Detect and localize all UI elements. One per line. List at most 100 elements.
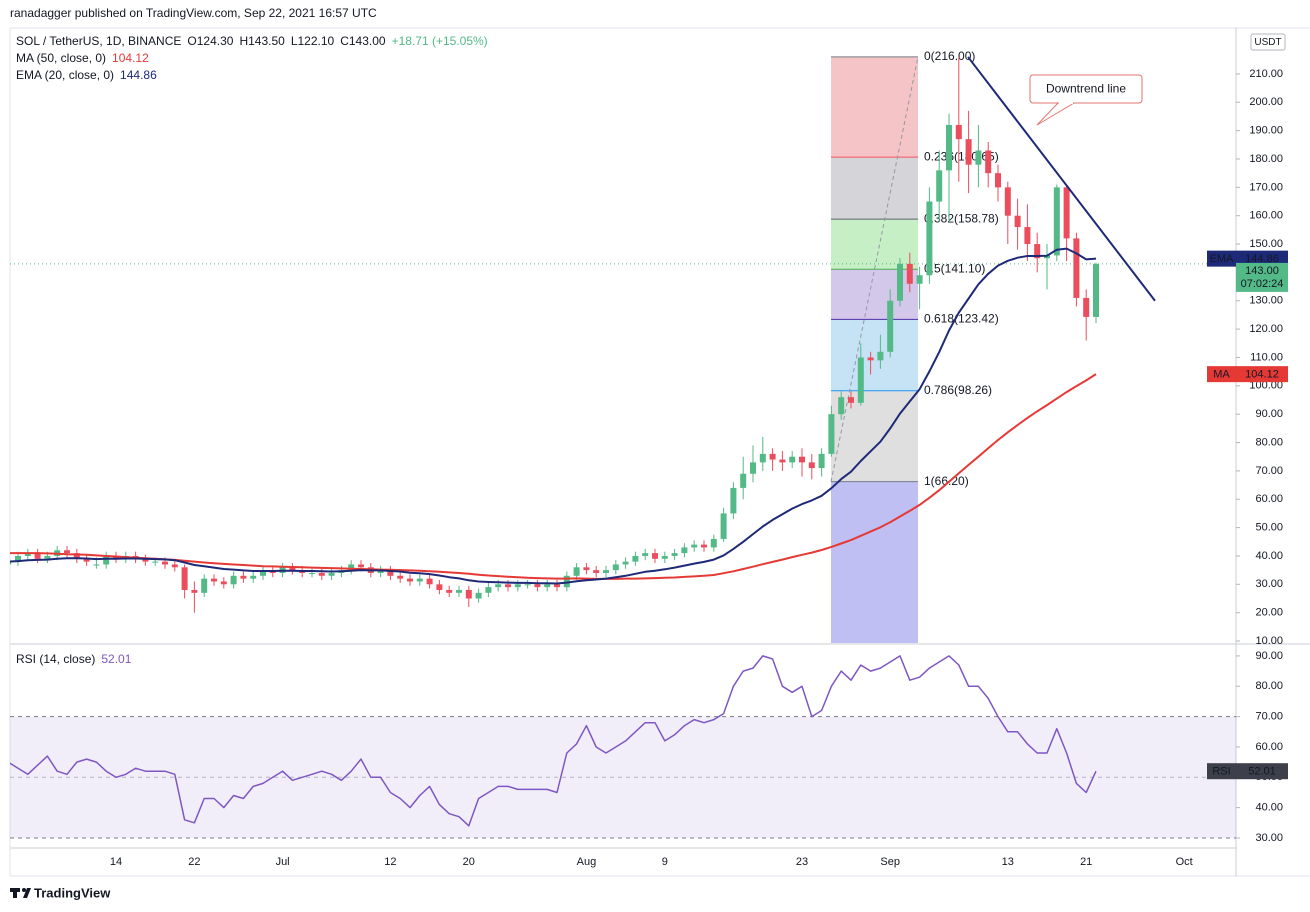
candle-body	[779, 459, 786, 463]
fib-zone	[831, 269, 918, 320]
candle-body	[916, 275, 923, 284]
y-tick-label: 90.00	[1255, 650, 1283, 662]
candle-body	[701, 544, 707, 548]
legend-value: 52.01	[101, 652, 131, 666]
y-tick-label: 40.00	[1255, 802, 1283, 814]
candle-body	[142, 558, 149, 562]
y-tick-label: 30.00	[1255, 578, 1283, 590]
fib-label: 0(216.00)	[924, 49, 975, 63]
y-tick-label: 170.00	[1249, 181, 1283, 193]
callout-box	[1029, 74, 1143, 104]
legend: SOL / TetherUS, 1D, BINANCE O124.30 H143.5…	[16, 34, 488, 48]
candle-body	[759, 453, 766, 463]
annotation: Downtrend line	[1046, 82, 1126, 96]
candle-body	[1024, 227, 1031, 245]
candle-body	[260, 570, 266, 576]
candle-body	[808, 462, 815, 469]
candle-body	[152, 561, 159, 563]
axis-tag-box	[1236, 250, 1288, 267]
y-tick-label: 130.00	[1249, 295, 1283, 307]
candle-body	[377, 570, 384, 573]
candle-body	[416, 578, 423, 582]
candle-body	[318, 572, 325, 576]
y-tick-label: 100.00	[1249, 380, 1283, 392]
y-tick-label: 120.00	[1249, 323, 1283, 335]
candle-body	[563, 575, 570, 588]
axis-tag-value: 144.86	[1245, 253, 1279, 265]
candle-body	[348, 564, 355, 571]
candle-body	[965, 139, 972, 165]
candle-body	[10, 561, 12, 565]
last-price-box	[1236, 262, 1288, 292]
candle-body	[573, 567, 580, 576]
candle-body	[642, 553, 649, 556]
publisher-header: ranadagger published on TradingView.com,…	[10, 6, 377, 20]
axis-tag-name-box	[1207, 366, 1236, 383]
candle-body	[857, 357, 864, 403]
candle-body	[554, 584, 560, 588]
legend-name: RSI (14, close)	[16, 652, 95, 666]
y-tick-label: 70.00	[1255, 711, 1283, 723]
candle-body	[103, 555, 110, 565]
rsi-pane	[10, 655, 1236, 839]
axis-tag-box	[1236, 763, 1288, 780]
candle-body	[681, 547, 688, 554]
fib-zone	[831, 481, 918, 643]
y-tick-label: 60.00	[1255, 493, 1283, 505]
candle-body	[201, 578, 208, 593]
brand: TradingView	[34, 885, 111, 900]
candle-body	[505, 584, 511, 588]
fib-zone	[831, 157, 918, 220]
candle-body	[838, 397, 845, 415]
candle-body	[1083, 297, 1090, 317]
candle-body	[622, 561, 629, 565]
y-tick-label: 80.00	[1255, 436, 1283, 448]
candle-body	[407, 578, 413, 582]
fib-zone	[831, 219, 918, 270]
rsi-band	[10, 716, 1236, 838]
candle-body	[1053, 187, 1060, 256]
x-tick-label: 22	[188, 856, 200, 868]
candle-body	[93, 564, 100, 566]
ohlc-value: H143.50	[239, 34, 285, 48]
y-tick-label: 110.00	[1250, 351, 1283, 363]
candle-body	[955, 124, 962, 140]
candle-body	[456, 589, 462, 593]
candle-body	[524, 584, 531, 586]
axis-tag-value: 104.12	[1245, 369, 1279, 381]
y-tick-label: 80.00	[1255, 680, 1283, 692]
legend-name: MA (50, close, 0)	[16, 51, 106, 65]
ohlc-value: +18.71 (+15.05%)	[392, 34, 488, 48]
overlay: 10.00 20.00 30.00 40.00 50.00 60.00 70.00 80.00…	[16, 34, 1288, 868]
y-tick-label: 150.00	[1249, 238, 1283, 250]
y-tick-label: 190.00	[1249, 125, 1283, 137]
candle-body	[44, 555, 51, 559]
y-tick-label: 10.00	[1255, 635, 1283, 647]
candle-body	[240, 575, 247, 579]
candle-body	[926, 201, 933, 276]
last-price-label: 143.00	[1245, 265, 1279, 277]
candle-body	[583, 567, 590, 571]
candle-body	[544, 584, 551, 588]
candle-body	[1004, 187, 1011, 216]
axis-tag-value: 52.01	[1248, 766, 1276, 778]
candle-body	[211, 578, 217, 582]
legend-value: 144.86	[120, 68, 157, 82]
legend: EMA (20, close, 0) 144.86	[16, 68, 157, 82]
moving-average-line	[10, 247, 1097, 585]
candle-body	[220, 581, 227, 585]
candle-body	[769, 453, 776, 460]
candle-body	[593, 570, 600, 573]
ohlc-value: L122.10	[291, 34, 335, 48]
candle-body	[15, 555, 21, 562]
fib-zone	[831, 319, 918, 391]
axis-tag-name-box	[1207, 763, 1236, 780]
axis-tag-name-box	[1207, 250, 1236, 267]
x-tick-label: Aug	[577, 856, 597, 868]
countdown: 07:02:24	[1241, 278, 1284, 290]
candle-body	[612, 564, 619, 571]
candle-body	[603, 570, 609, 573]
x-tick-label: Oct	[1176, 856, 1193, 868]
candle-body	[181, 567, 188, 590]
